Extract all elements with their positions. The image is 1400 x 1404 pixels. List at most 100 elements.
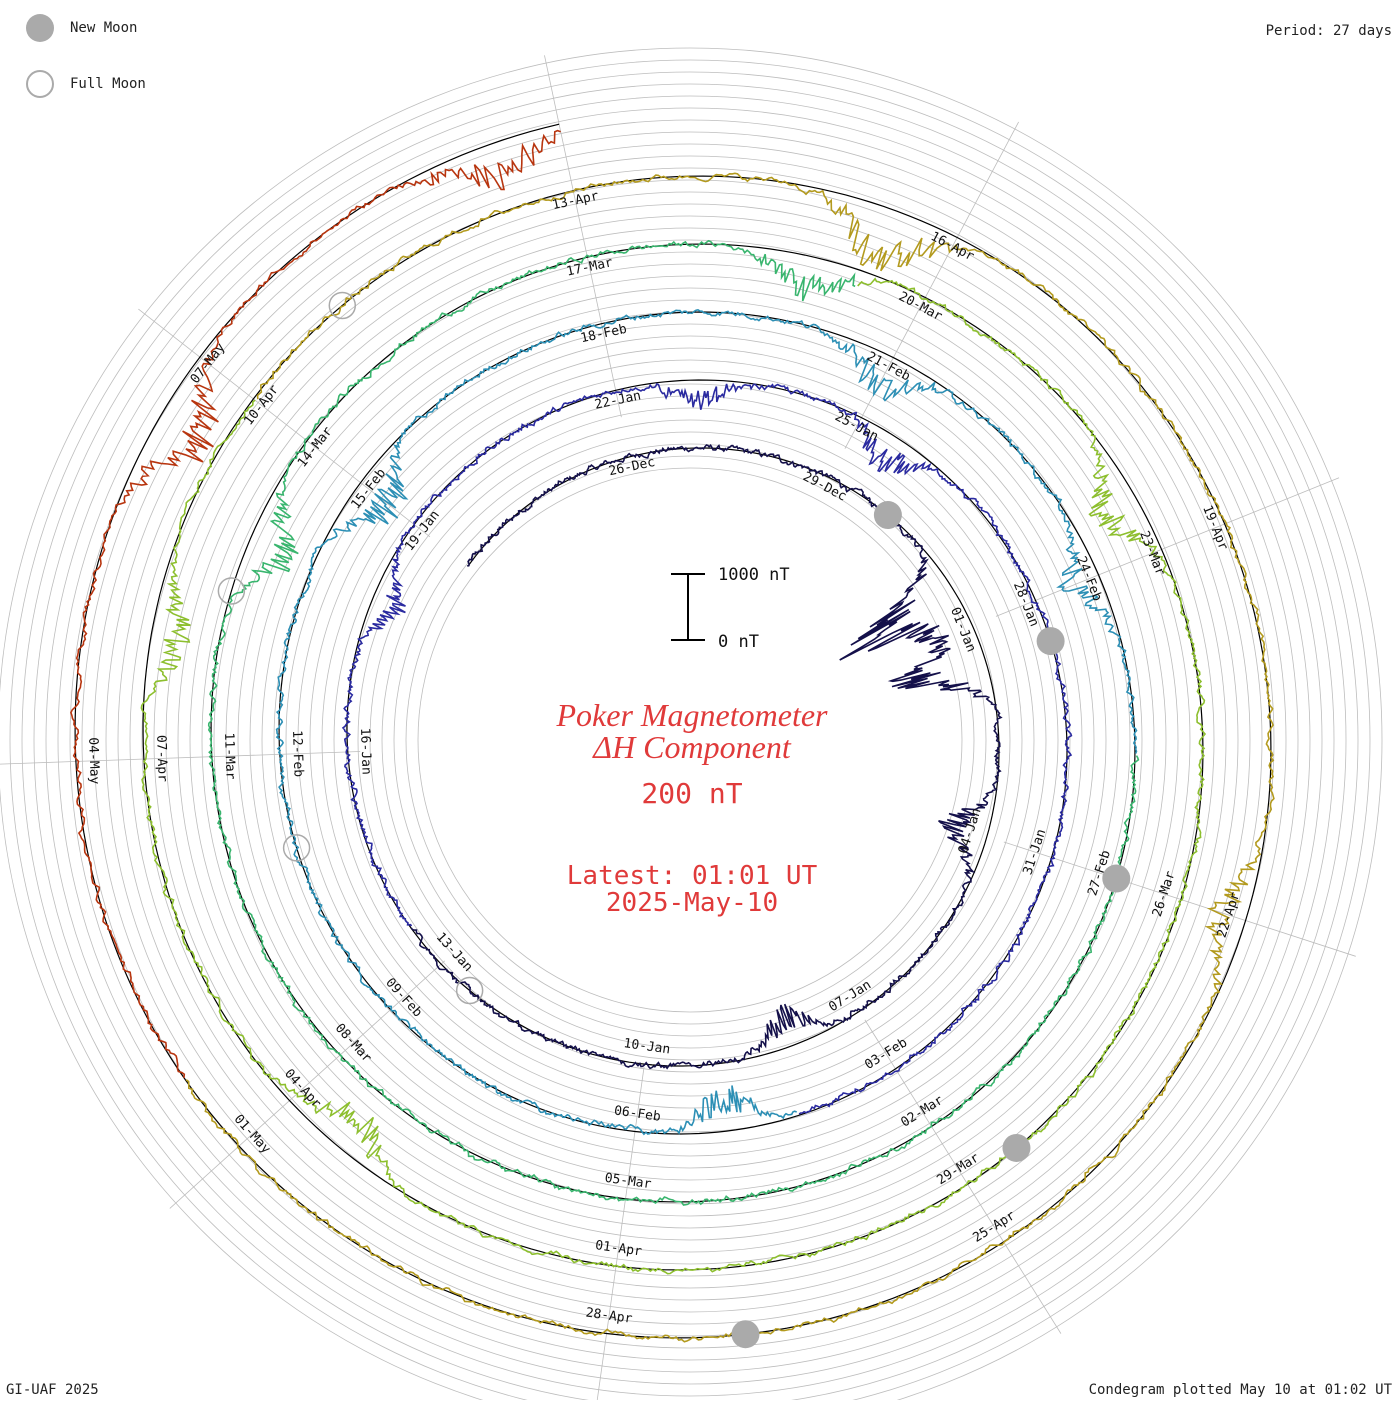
ring-scale-label: 200 nT [641,777,742,810]
grid-ring [417,467,963,1013]
grid-spoke [169,960,446,1209]
date-label: 07-Jan [826,978,874,1016]
new-moon-marker [873,501,902,530]
new-moon-marker [1036,627,1065,656]
grid-ring [141,191,1239,1289]
grid-ring [225,275,1155,1205]
grid-ring [213,263,1167,1217]
grid-ring [285,335,1095,1145]
date-label: 26-Mar [1150,869,1179,918]
grid-ring [117,167,1263,1313]
grid-ring [21,71,1359,1404]
scale-bar-bottom-label: 0 nT [718,632,759,652]
grid-ring [81,131,1299,1349]
trace-segment [275,309,1138,1136]
center-title: Poker Magnetometer ΔH Component 200 nT L… [555,697,828,918]
new-moon-marker [731,1320,760,1349]
grid-spoke [995,477,1340,617]
date-label: 09-Feb [382,975,425,1020]
legend-full-moon-label: Full Moon [70,76,146,92]
title-line-2: ΔH Component [591,729,792,765]
scale-bar: 1000 nT 0 nT [671,565,790,652]
moon-layer [217,291,1131,1349]
date-label: 06-Feb [613,1103,662,1124]
latest-time: Latest: 01:01 UT [567,861,818,891]
grid-ring [297,347,1083,1133]
trace-segment [341,382,1073,1115]
new-moon-marker [1102,864,1131,893]
date-label: 10-Jan [623,1036,672,1057]
grid-ring [93,143,1287,1337]
grid-ring [201,251,1179,1229]
date-label: 31-Jan [1021,827,1050,876]
grid-ring [33,83,1347,1397]
grid-ring [0,47,1383,1404]
grid-ring [333,383,1047,1097]
grid-spoke [1003,841,1356,957]
grid-ring [393,443,987,1037]
grid-ring [309,359,1071,1121]
date-label: 28-Apr [585,1305,634,1326]
grid-ring [273,323,1107,1157]
grid-ring [237,287,1143,1193]
trace-segment [410,444,1003,1070]
date-label: 10-Apr [241,382,282,428]
date-label: 11-Mar [221,732,238,780]
date-label: 01-May [231,1112,274,1157]
date-label: 05-Mar [604,1171,653,1192]
grid-ring [321,371,1059,1109]
grid-ring [381,431,999,1049]
scale-bar-top-label: 1000 nT [718,565,790,585]
grid-layer [0,47,1383,1404]
date-label: 25-Apr [970,1208,1018,1246]
grid-ring [249,299,1131,1181]
full-moon-marker [282,834,311,862]
date-label: 13-Apr [551,189,600,213]
grid-ring [357,407,1023,1073]
grid-ring [129,179,1251,1301]
trace-segment [185,172,1275,1343]
grid-spoke [844,121,1019,449]
title-line-1: Poker Magnetometer [555,697,828,733]
full-moon-marker [217,577,246,605]
grid-ring [9,59,1371,1404]
legend-new-moon-label: New Moon [70,20,138,36]
grid-ring [345,395,1035,1085]
footer-plot-time: Condegram plotted May 10 at 01:02 UT [1088,1382,1392,1398]
date-label: 16-Jan [357,728,374,775]
date-label: 03-Feb [862,1035,910,1073]
grid-ring [57,107,1323,1373]
date-label: 26-Dec [607,455,656,479]
new-moon-icon [26,14,54,42]
trace-segment [70,129,561,1078]
legend-full-moon: Full Moon [26,68,146,100]
grid-spoke [544,55,622,418]
date-label: 12-Feb [289,730,306,778]
date-label: 22-Apr [1215,890,1244,939]
grid-spoke [0,751,361,765]
date-label: 01-Apr [594,1238,643,1259]
grid-ring [165,215,1215,1265]
trace-layer [70,129,1275,1343]
date-label: 07-Apr [153,735,170,783]
full-moon-icon [26,70,54,98]
grid-ring [189,239,1191,1241]
grid-ring [105,155,1275,1325]
footer-credit: GI-UAF 2025 [6,1382,99,1398]
grid-spoke [864,1019,1062,1334]
latest-date: 2025-May-10 [606,888,778,918]
grid-ring [177,227,1203,1253]
date-label: 22-Jan [593,388,642,412]
full-moon-marker [328,291,357,320]
full-moon-marker [455,976,484,1005]
grid-ring [69,119,1311,1361]
legend-new-moon: New Moon [26,12,137,44]
grid-ring [45,95,1335,1385]
new-moon-marker [1002,1133,1031,1162]
grid-ring [369,419,1011,1061]
grid-ring [405,455,975,1025]
date-label: 04-May [85,737,102,785]
trace-segment [140,277,1207,1275]
